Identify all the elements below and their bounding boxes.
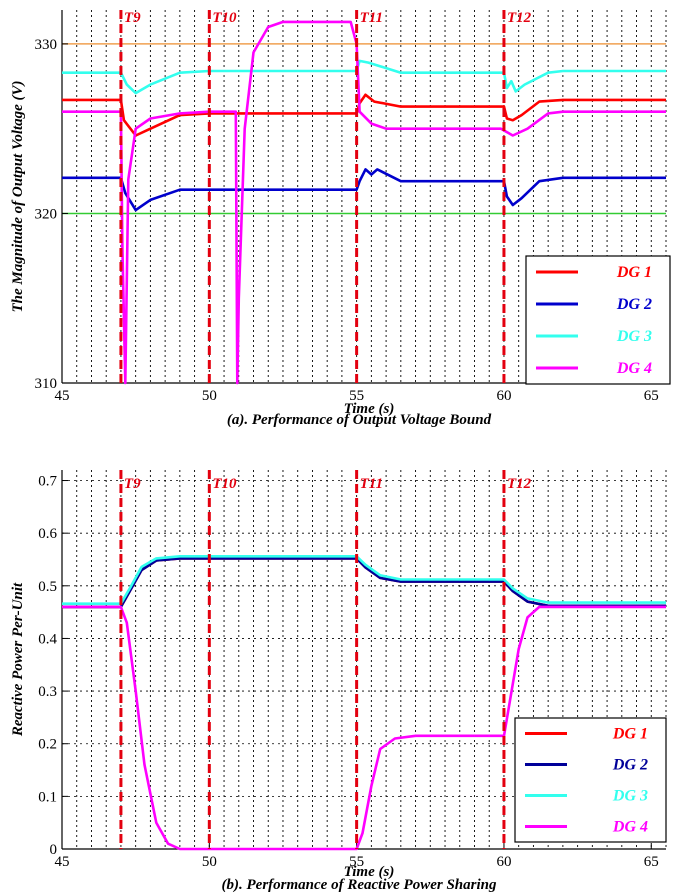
y-tick-label: 0: [50, 842, 58, 858]
y-tick-label: 320: [35, 206, 58, 222]
event-label: T12: [507, 10, 532, 26]
x-tick-label: 55: [349, 854, 364, 870]
legend-label: DG 4: [616, 360, 652, 377]
series-line: [62, 168, 666, 212]
x-tick-label: 50: [202, 388, 217, 404]
x-tick-label: 60: [496, 388, 511, 404]
event-label: T12: [507, 476, 532, 492]
y-tick-label: 0.4: [38, 631, 57, 647]
event-label: T9: [124, 10, 141, 26]
x-axis-label: Time (s): [344, 401, 395, 417]
event-label: T9: [124, 476, 141, 492]
legend-label: DG 3: [612, 788, 648, 805]
legend-label: DG 4: [612, 819, 648, 836]
series-line: [62, 20, 666, 385]
legend-label: DG 3: [616, 328, 652, 345]
y-tick-label: 0.7: [38, 474, 57, 490]
x-tick-label: 50: [202, 854, 217, 870]
series-line: [62, 605, 666, 851]
legend-label: DG 1: [612, 726, 648, 743]
y-tick-label: 0.2: [38, 737, 57, 753]
event-label: T10: [212, 10, 237, 26]
y-tick-label: 0.1: [38, 789, 57, 805]
x-tick-label: 60: [496, 854, 511, 870]
voltage-chart: 45 50 55 60 65 310 320 330 T9 T10 T11 T12 DG 1 DG 2 DG…: [10, 10, 671, 428]
y-tick-label: 310: [35, 376, 58, 392]
x-tick-label: 45: [55, 854, 70, 870]
reactive-power-chart: 45 50 55 60 65 0 0.1 0.2 0.3 0.4 0.5 0.6 0.7 T9 T10 T11…: [10, 470, 667, 893]
event-label: T10: [212, 476, 237, 492]
y-tick-label: 0.6: [38, 526, 57, 542]
event-label: T11: [360, 476, 383, 492]
chart-caption: (b). Performance of Reactive Power Shari…: [222, 877, 497, 893]
series-line: [62, 59, 666, 95]
chart-caption: (a). Performance of Output Voltage Bound: [227, 412, 492, 428]
x-tick-label: 55: [349, 388, 364, 404]
y-tick-label: 330: [35, 37, 58, 53]
series-line: [62, 557, 666, 609]
y-axis-label: Reactive Power Per-Unit: [10, 582, 26, 737]
legend-label: DG 1: [616, 264, 652, 281]
x-tick-label: 65: [644, 854, 659, 870]
x-tick-label: 45: [55, 388, 70, 404]
legend-label: DG 2: [616, 296, 652, 313]
event-label: T11: [360, 10, 383, 26]
y-axis-label: The Magnitude of Output Voltage (V): [10, 80, 26, 312]
y-tick-label: 0.3: [38, 684, 57, 700]
legend-box: [525, 255, 671, 385]
x-tick-label: 65: [644, 388, 659, 404]
legend-box: [514, 717, 667, 843]
series-line: [62, 555, 666, 605]
legend-label: DG 2: [612, 757, 648, 774]
x-axis-label: Time (s): [344, 864, 395, 880]
y-tick-label: 0.5: [38, 579, 57, 595]
